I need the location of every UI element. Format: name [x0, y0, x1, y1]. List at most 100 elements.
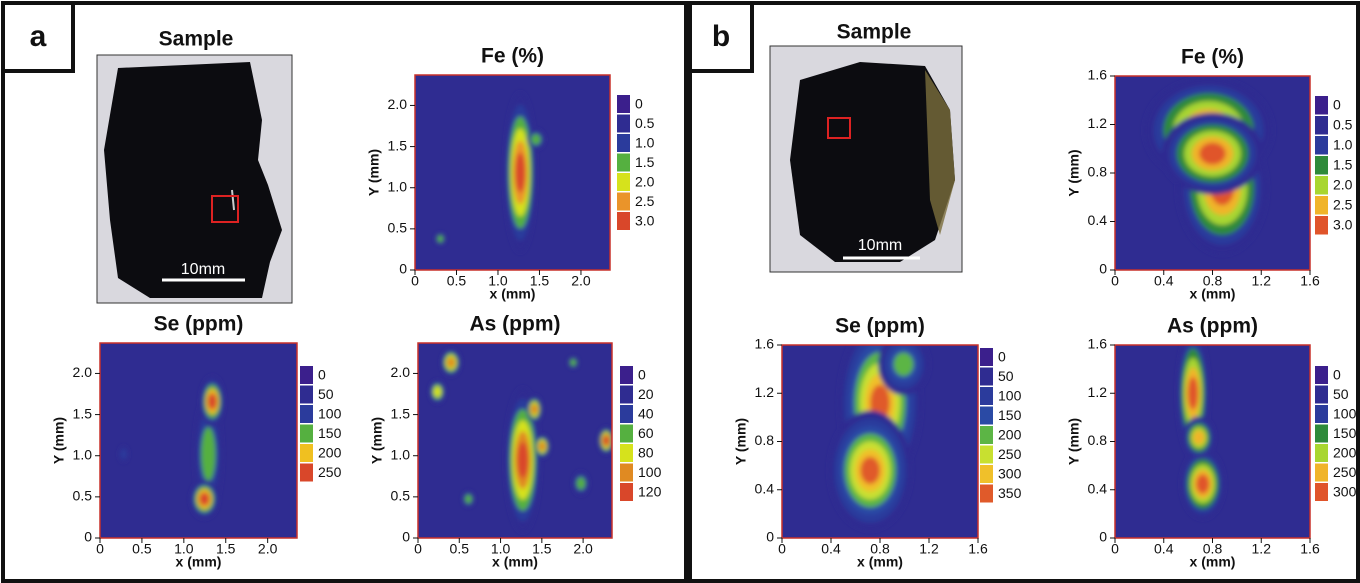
colorbar-swatch — [620, 385, 633, 404]
colorbar-swatch — [1315, 424, 1328, 443]
contour-band — [602, 435, 610, 446]
colorbar-label: 1.0 — [635, 134, 655, 150]
x-tick-label: 2.0 — [258, 541, 278, 557]
colorbar-label: 80 — [638, 444, 654, 460]
y-tick-label: 1.0 — [391, 446, 411, 462]
sample-title: Sample — [159, 28, 234, 51]
contour-band — [576, 477, 586, 490]
y-tick-label: 0.8 — [755, 432, 775, 448]
contour-band — [199, 492, 210, 506]
plot-frame — [99, 342, 298, 539]
colorbar-swatch — [1315, 405, 1328, 423]
x-tick-label: 1.0 — [488, 273, 508, 289]
x-tick-label: 1.2 — [1252, 273, 1272, 289]
contour-band — [1199, 142, 1226, 165]
colorbar-swatch — [620, 483, 633, 501]
contour-band — [530, 134, 541, 145]
contour-band — [446, 357, 456, 368]
contour-band — [515, 152, 526, 193]
colorbar-label: 0 — [1333, 97, 1341, 113]
contour-band — [437, 235, 444, 243]
contour-band — [464, 494, 473, 504]
y-tick-label: 1.2 — [1088, 384, 1108, 400]
colorbar-swatch — [980, 445, 993, 464]
colorbar-swatch — [617, 95, 630, 113]
colorbar-label: 120 — [638, 483, 662, 499]
y-tick-label: 0 — [1099, 261, 1107, 277]
y-axis-label: Y (mm) — [366, 149, 382, 196]
y-tick-label: 2.0 — [388, 96, 408, 112]
x-tick-label: 1.6 — [1300, 273, 1320, 289]
colorbar-label: 150 — [1333, 425, 1357, 441]
colorbar-label: 200 — [318, 444, 342, 460]
colorbar-label: 100 — [318, 405, 342, 421]
scale-bar-label: 10mm — [181, 261, 225, 278]
x-axis-label: x (mm) — [490, 286, 536, 302]
colorbar-label: 1.0 — [1333, 137, 1353, 153]
contour-band — [517, 441, 529, 479]
colorbar-swatch — [617, 153, 630, 172]
contour-field — [429, 348, 612, 533]
contour-band — [569, 358, 577, 367]
y-tick-label: 2.0 — [391, 364, 411, 380]
colorbar-label: 200 — [998, 426, 1022, 442]
y-tick-label: 0 — [402, 529, 410, 545]
y-tick-label: 2.0 — [73, 364, 93, 380]
x-tick-label: 0.8 — [1203, 541, 1223, 557]
colorbar-swatch — [1315, 483, 1328, 501]
colorbar-swatch — [1315, 116, 1328, 135]
colorbar-label: 250 — [318, 464, 342, 480]
x-tick-label: 0 — [1111, 541, 1119, 557]
y-tick-label: 0 — [399, 261, 407, 277]
colorbar-swatch — [300, 385, 313, 404]
y-tick-label: 1.6 — [755, 336, 775, 352]
y-axis-label: Y (mm) — [1066, 418, 1082, 465]
colorbar-label: 0.5 — [1333, 117, 1353, 133]
colorbar-swatch — [980, 348, 993, 366]
chart-title: As (ppm) — [470, 313, 561, 336]
x-tick-label: 0.5 — [132, 541, 152, 557]
y-tick-label: 0.5 — [73, 488, 93, 504]
colorbar-swatch — [980, 465, 993, 483]
x-axis-label: x (mm) — [492, 554, 538, 570]
sample-title: Sample — [837, 21, 912, 44]
chart-title: Se (ppm) — [835, 315, 925, 338]
panel-label: a — [30, 20, 47, 53]
colorbar-swatch — [300, 463, 313, 482]
y-tick-label: 1.6 — [1088, 336, 1108, 352]
panel-label: b — [712, 20, 730, 53]
contour-band — [530, 404, 538, 415]
colorbar-swatch — [617, 114, 630, 133]
colorbar-label: 300 — [1333, 483, 1357, 499]
y-tick-label: 1.5 — [388, 137, 408, 153]
colorbar-label: 250 — [1333, 464, 1357, 480]
x-tick-label: 0.5 — [447, 273, 467, 289]
colorbar-label: 20 — [638, 386, 654, 402]
colorbar-swatch — [620, 366, 633, 384]
y-tick-label: 0 — [84, 529, 92, 545]
x-tick-label: 0.4 — [1154, 273, 1174, 289]
colorbar-swatch — [300, 366, 313, 384]
chart-title: As (ppm) — [1167, 315, 1258, 338]
colorbar-label: 0 — [318, 366, 326, 382]
x-tick-label: 0 — [1111, 273, 1119, 289]
panel-label-box — [1, 1, 75, 73]
colorbar-label: 2.5 — [635, 193, 655, 209]
colorbar-label: 250 — [998, 446, 1022, 462]
y-tick-label: 0.4 — [755, 480, 775, 496]
contour-band — [1193, 430, 1205, 445]
colorbar-label: 50 — [1333, 386, 1349, 402]
scale-bar-label: 10mm — [858, 237, 902, 254]
x-tick-label: 0.5 — [450, 541, 470, 557]
contour-band — [1187, 376, 1199, 410]
x-tick-label: 1.5 — [532, 541, 552, 557]
colorbar-swatch — [620, 444, 633, 462]
y-tick-label: 0.8 — [1088, 164, 1108, 180]
colorbar-label: 200 — [1333, 444, 1357, 460]
x-tick-label: 0.8 — [1203, 273, 1223, 289]
panel-frame — [688, 1, 1360, 583]
colorbar-swatch — [620, 463, 633, 482]
x-axis-label: x (mm) — [1190, 286, 1236, 302]
colorbar-swatch — [1315, 463, 1328, 482]
x-tick-label: 1.0 — [491, 541, 511, 557]
